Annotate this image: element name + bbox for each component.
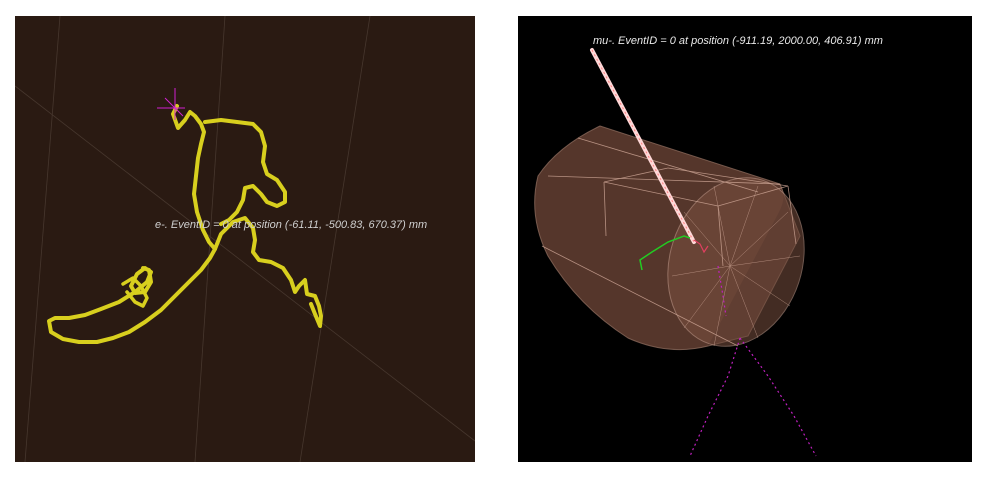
- vertex-marker: [157, 88, 185, 120]
- vertex-tracks: [693, 239, 709, 254]
- event-caption-right: mu-. EventID = 0 at position (-911.19, 2…: [593, 35, 883, 47]
- dotted-trajectories: [689, 265, 817, 457]
- scene-left[interactable]: [15, 16, 475, 462]
- electron-track-branch: [213, 216, 323, 328]
- cap-spokes: [671, 185, 801, 347]
- event-viewer-left[interactable]: e-. EventID = 0 at position (-61.11, -50…: [15, 16, 475, 462]
- electron-track-spur: [121, 276, 149, 308]
- event-caption-left: e-. EventID = 0 at position (-61.11, -50…: [155, 219, 428, 231]
- electron-track: [47, 104, 217, 344]
- grid-lines-left: [15, 16, 475, 462]
- secondary-track: [639, 235, 691, 271]
- scene-right[interactable]: [518, 16, 972, 462]
- electron-track-loop: [203, 118, 287, 226]
- event-viewer-right[interactable]: mu-. EventID = 0 at position (-911.19, 2…: [518, 16, 972, 462]
- detector-cylinder: [534, 125, 805, 351]
